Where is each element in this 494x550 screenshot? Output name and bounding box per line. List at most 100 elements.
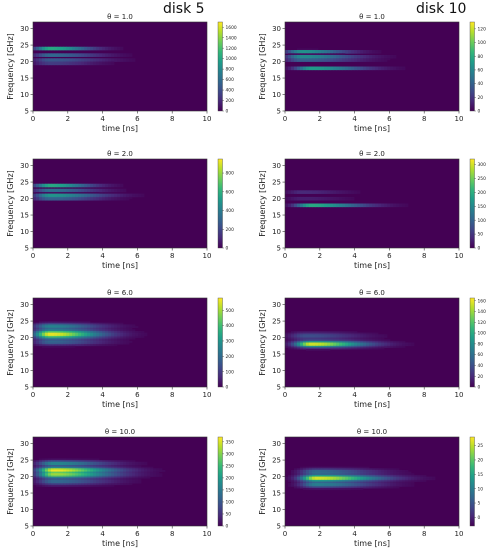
heatmap-cell bbox=[114, 324, 118, 327]
heatmap-cell bbox=[42, 329, 46, 332]
heatmap-cell bbox=[132, 332, 136, 335]
heatmap-cell bbox=[81, 326, 85, 329]
heatmap-cell bbox=[69, 53, 73, 56]
heatmap-cell bbox=[408, 342, 412, 345]
heatmap-cell bbox=[90, 476, 94, 479]
heatmap-cell bbox=[324, 471, 328, 474]
heatmap-cell bbox=[66, 473, 70, 476]
heatmap-cell bbox=[42, 54, 46, 57]
heatmap-cell bbox=[45, 474, 49, 477]
heatmap-cell bbox=[72, 53, 76, 56]
heatmap-cell bbox=[69, 48, 73, 51]
heatmap-cell bbox=[33, 460, 37, 463]
x-tick-label: 4 bbox=[100, 252, 105, 260]
heatmap-cell bbox=[342, 54, 346, 57]
heatmap-cell bbox=[72, 344, 76, 347]
heatmap-cell bbox=[360, 337, 364, 340]
heatmap-cell bbox=[81, 474, 85, 477]
heatmap-cell bbox=[144, 466, 148, 469]
heatmap-cell bbox=[96, 474, 100, 477]
heatmap-cell bbox=[315, 50, 319, 53]
heatmap-cell bbox=[54, 193, 58, 196]
heatmap-cell bbox=[327, 349, 331, 352]
heatmap-cell bbox=[333, 54, 337, 57]
heatmap-cell bbox=[81, 473, 85, 476]
heatmap-cell bbox=[36, 330, 40, 333]
heatmap-cell bbox=[354, 190, 358, 193]
colorbar-tick-label: 150 bbox=[478, 204, 487, 210]
heatmap-cell bbox=[384, 473, 388, 476]
colorbar-tick-label: 80 bbox=[478, 54, 484, 60]
heatmap-cell bbox=[69, 330, 73, 333]
heatmap-cell bbox=[345, 66, 349, 69]
heatmap-cell bbox=[90, 193, 94, 196]
heatmap-cell bbox=[345, 468, 349, 471]
y-tick-label: 10 bbox=[20, 367, 29, 375]
heatmap-cell bbox=[60, 327, 64, 330]
heatmap-cell bbox=[129, 479, 133, 482]
heatmap-cell bbox=[381, 474, 385, 477]
heatmap-cell bbox=[306, 486, 310, 489]
heatmap-cell bbox=[93, 473, 97, 476]
heatmap-cell bbox=[36, 332, 40, 335]
heatmap-cell bbox=[60, 473, 64, 476]
x-tick-label: 4 bbox=[100, 391, 105, 399]
heatmap-cell bbox=[363, 68, 367, 71]
heatmap-cell bbox=[96, 484, 100, 487]
heatmap-cell bbox=[45, 329, 49, 332]
heatmap-cell bbox=[120, 483, 124, 486]
heatmap-cell bbox=[72, 340, 76, 343]
heatmap-cell bbox=[60, 478, 64, 481]
heatmap-cell bbox=[342, 68, 346, 71]
heatmap-cell bbox=[378, 59, 382, 62]
heatmap-cell bbox=[147, 476, 151, 479]
heatmap-cell bbox=[393, 471, 397, 474]
heatmap-cell bbox=[42, 198, 46, 201]
heatmap-cell bbox=[75, 54, 79, 57]
heatmap-cell bbox=[114, 322, 118, 325]
heatmap-cell bbox=[342, 484, 346, 487]
heatmap-cell bbox=[42, 326, 46, 329]
heatmap-cell bbox=[117, 183, 121, 186]
heatmap-cell bbox=[126, 337, 130, 340]
heatmap-cell bbox=[312, 196, 316, 199]
heatmap-cell bbox=[360, 342, 364, 345]
heatmap-cell bbox=[48, 190, 52, 193]
heatmap-cell bbox=[90, 324, 94, 327]
y-tick-label: 20 bbox=[20, 473, 29, 481]
heatmap-cell bbox=[405, 481, 409, 484]
x-tick-label: 8 bbox=[422, 391, 426, 399]
heatmap-cell bbox=[309, 469, 313, 472]
heatmap-cell bbox=[108, 324, 112, 327]
heatmap-cell bbox=[48, 54, 52, 57]
heatmap-cell bbox=[387, 344, 391, 347]
heatmap-cell bbox=[123, 53, 127, 56]
heatmap-cell bbox=[45, 327, 49, 330]
heatmap-cell bbox=[99, 479, 103, 482]
heatmap-cell bbox=[54, 461, 58, 464]
heatmap-cell bbox=[297, 335, 301, 338]
heatmap-cell bbox=[387, 469, 391, 472]
heatmap-cell bbox=[111, 344, 115, 347]
heatmap-cell bbox=[114, 198, 118, 201]
heatmap-cell bbox=[126, 326, 130, 329]
heatmap-cell bbox=[42, 330, 46, 333]
heatmap-cell bbox=[93, 63, 97, 66]
heatmap-cell bbox=[57, 53, 61, 56]
heatmap-cell bbox=[135, 476, 139, 479]
x-tick-label: 6 bbox=[387, 115, 392, 123]
heatmap-cell bbox=[315, 349, 319, 352]
heatmap-cell bbox=[48, 334, 52, 337]
heatmap-cell bbox=[354, 337, 358, 340]
heatmap-cell bbox=[363, 205, 367, 208]
heatmap-cell bbox=[123, 340, 127, 343]
heatmap-cell bbox=[357, 51, 361, 54]
heatmap-cell bbox=[336, 483, 340, 486]
heatmap-cell bbox=[93, 196, 97, 199]
x-tick-label: 8 bbox=[422, 252, 426, 260]
heatmap-cell bbox=[312, 486, 316, 489]
heatmap-cell bbox=[96, 481, 100, 484]
heatmap-cell bbox=[402, 68, 406, 71]
